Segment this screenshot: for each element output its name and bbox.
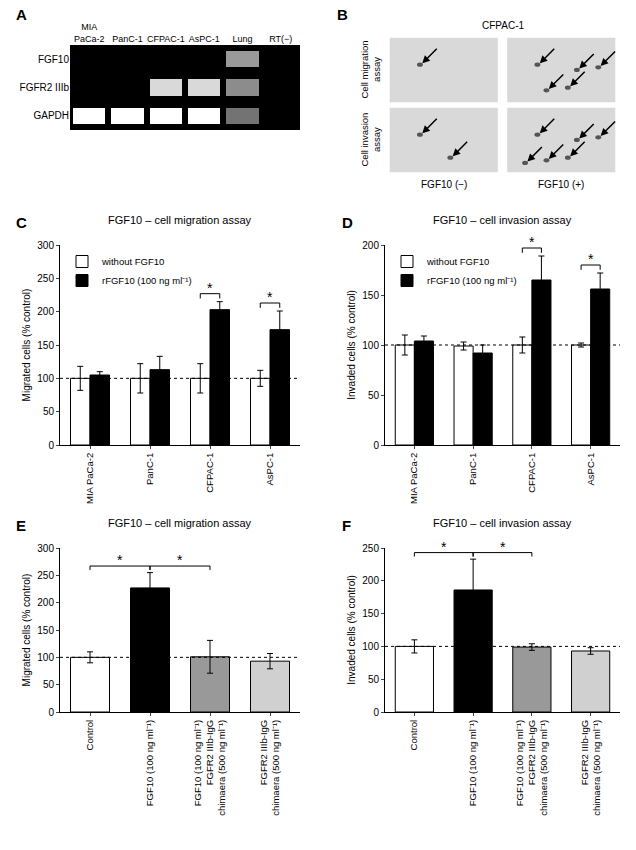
svg-text:50: 50	[43, 679, 55, 690]
svg-text:50: 50	[368, 674, 380, 685]
svg-text:250: 250	[37, 570, 54, 581]
svg-text:FGF10 (−): FGF10 (−)	[421, 179, 467, 190]
svg-text:150: 150	[362, 608, 379, 619]
svg-text:AsPC-1: AsPC-1	[264, 453, 275, 486]
svg-text:*: *	[267, 289, 273, 305]
svg-text:0: 0	[373, 440, 379, 451]
svg-text:FGF10 (100 ng ml⁻¹)FGFR2 IIIb-: FGF10 (100 ng ml⁻¹)FGFR2 IIIb-IgGchimaer…	[514, 720, 550, 816]
svg-text:FGF10 (100 ng ml⁻¹): FGF10 (100 ng ml⁻¹)	[467, 720, 478, 806]
svg-text:Migrated cells (% control): Migrated cells (% control)	[21, 574, 32, 687]
svg-text:Invaded cells (% control): Invaded cells (% control)	[346, 575, 357, 685]
svg-text:without FGF10: without FGF10	[101, 256, 164, 267]
svg-text:CFPAC-1: CFPAC-1	[204, 453, 215, 493]
svg-text:*: *	[117, 552, 123, 568]
svg-text:rFGF10 (100 ng ml⁻¹): rFGF10 (100 ng ml⁻¹)	[102, 275, 192, 286]
svg-text:0: 0	[48, 707, 54, 718]
svg-text:0: 0	[373, 707, 379, 718]
svg-text:250: 250	[37, 273, 54, 284]
svg-text:PanC-1: PanC-1	[144, 453, 155, 485]
svg-text:C: C	[16, 214, 27, 231]
svg-text:150: 150	[37, 625, 54, 636]
svg-text:FGF10 – cell migration assay: FGF10 – cell migration assay	[108, 214, 252, 226]
svg-text:CFPAC-1: CFPAC-1	[482, 20, 524, 31]
svg-text:MIA PaCa-2: MIA PaCa-2	[84, 453, 95, 504]
svg-text:200: 200	[362, 575, 379, 586]
svg-text:FGF10: FGF10	[38, 54, 70, 65]
svg-text:E: E	[16, 517, 26, 534]
svg-text:150: 150	[362, 290, 379, 301]
svg-text:A: A	[16, 6, 27, 23]
svg-text:200: 200	[362, 240, 379, 251]
svg-text:FGFR2 IIIb: FGFR2 IIIb	[20, 82, 70, 93]
svg-text:*: *	[529, 234, 535, 250]
svg-text:CFPAC-1: CFPAC-1	[526, 453, 537, 493]
svg-text:PanC-1: PanC-1	[467, 453, 478, 485]
svg-text:*: *	[500, 539, 506, 555]
svg-text:FGFR2 IIIb-IgGchimaera (500 ng: FGFR2 IIIb-IgGchimaera (500 ng ml⁻¹)	[258, 720, 281, 816]
svg-text:0: 0	[48, 440, 54, 451]
svg-text:*: *	[441, 539, 447, 555]
svg-text:Control: Control	[408, 720, 419, 751]
svg-text:FGF10 – cell migration assay: FGF10 – cell migration assay	[108, 517, 252, 529]
svg-text:B: B	[337, 6, 348, 23]
svg-text:100: 100	[37, 373, 54, 384]
svg-text:50: 50	[43, 406, 55, 417]
svg-text:AsPC-1: AsPC-1	[189, 34, 220, 44]
svg-text:*: *	[177, 552, 183, 568]
svg-text:Invaded cells (% control): Invaded cells (% control)	[346, 290, 357, 400]
svg-text:200: 200	[37, 306, 54, 317]
svg-text:Lung: Lung	[232, 34, 252, 44]
svg-text:GAPDH: GAPDH	[33, 110, 69, 121]
svg-text:FGF10 – cell invasion assay: FGF10 – cell invasion assay	[433, 214, 572, 226]
svg-text:D: D	[342, 214, 353, 231]
svg-text:CFPAC-1: CFPAC-1	[147, 34, 185, 44]
svg-text:MIAPaCa-2: MIAPaCa-2	[74, 23, 105, 45]
svg-text:150: 150	[37, 340, 54, 351]
svg-text:without FGF10: without FGF10	[426, 256, 489, 267]
svg-text:100: 100	[362, 641, 379, 652]
svg-text:Cell migrationassay: Cell migrationassay	[359, 40, 382, 98]
svg-text:50: 50	[368, 390, 380, 401]
svg-text:FGFR2 IIIb-IgGchimaera (500 ng: FGFR2 IIIb-IgGchimaera (500 ng ml⁻¹)	[579, 720, 602, 816]
svg-text:FGF10 (+): FGF10 (+)	[538, 179, 584, 190]
svg-text:F: F	[342, 517, 351, 534]
svg-text:AsPC-1: AsPC-1	[585, 453, 596, 486]
svg-text:Cell invasionassay: Cell invasionassay	[359, 113, 382, 167]
svg-text:100: 100	[362, 340, 379, 351]
svg-text:300: 300	[37, 240, 54, 251]
svg-text:FGF10 (100 ng ml⁻¹): FGF10 (100 ng ml⁻¹)	[144, 720, 155, 806]
svg-text:RT(−): RT(−)	[269, 34, 292, 44]
svg-text:rFGF10 (100 ng ml⁻¹): rFGF10 (100 ng ml⁻¹)	[427, 275, 517, 286]
svg-text:MIA PaCa-2: MIA PaCa-2	[408, 453, 419, 504]
svg-text:*: *	[588, 251, 594, 267]
svg-text:100: 100	[37, 652, 54, 663]
svg-text:PanC-1: PanC-1	[112, 34, 143, 44]
svg-text:250: 250	[362, 543, 379, 554]
svg-text:*: *	[207, 280, 213, 296]
svg-text:Control: Control	[84, 720, 95, 751]
svg-text:200: 200	[37, 597, 54, 608]
svg-text:FGF10 (100 ng ml⁻¹)FGFR2 IIIb-: FGF10 (100 ng ml⁻¹)FGFR2 IIIb-IgGchimaer…	[192, 720, 228, 816]
svg-text:Migrated cells (% control): Migrated cells (% control)	[21, 289, 32, 402]
svg-text:FGF10 – cell invasion assay: FGF10 – cell invasion assay	[433, 517, 572, 529]
svg-text:300: 300	[37, 543, 54, 554]
